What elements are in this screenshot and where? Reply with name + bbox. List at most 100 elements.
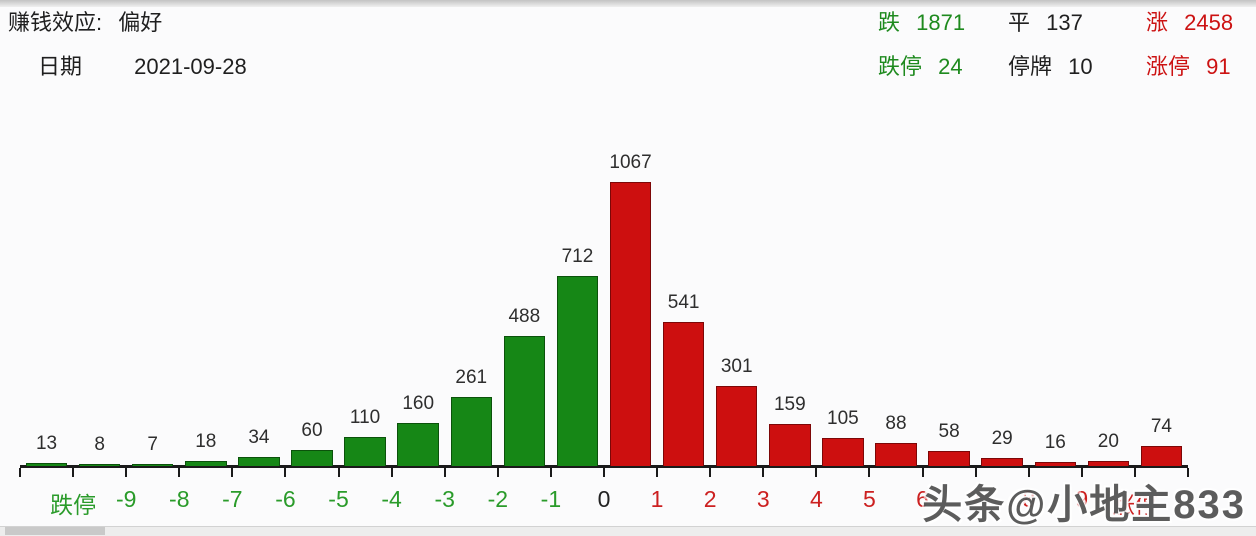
bar-value-label: 7	[147, 434, 158, 455]
axis-tick	[921, 468, 924, 477]
window-top-edge	[0, 0, 1256, 7]
x-axis-label: 5	[863, 486, 876, 512]
effect-value: 偏好	[118, 10, 163, 35]
stat-flat-label: 平	[1008, 10, 1031, 35]
x-axis-label: 6	[916, 486, 929, 512]
x-axis-ticks	[19, 468, 1189, 478]
date-label: 日期	[38, 54, 83, 79]
stat-down: 跌 1871	[878, 10, 965, 36]
stat-suspended-label: 停牌	[1008, 54, 1053, 79]
x-axis-label: -6	[275, 486, 296, 512]
stat-down-value: 1871	[916, 10, 966, 35]
stat-limit-down-value: 24	[938, 54, 963, 79]
axis-tick	[974, 468, 977, 477]
x-axis-label: -8	[169, 486, 190, 512]
bar	[928, 451, 970, 466]
x-axis-label: 4	[809, 486, 823, 512]
bar-value-label: 160	[402, 393, 435, 414]
bar-value-label: 8	[94, 434, 105, 455]
x-axis-label: 9	[1075, 486, 1089, 512]
bar	[291, 450, 333, 466]
axis-tick	[603, 468, 605, 477]
axis-tick	[125, 468, 128, 477]
axis-tick	[178, 468, 181, 477]
bar-value-label: 261	[455, 367, 488, 388]
x-axis-label: 3	[756, 486, 770, 512]
axis-tick	[1080, 468, 1083, 477]
x-axis-label: 0	[597, 486, 611, 512]
bar	[769, 424, 811, 466]
bar	[822, 438, 864, 466]
x-axis-label: -9	[115, 486, 137, 512]
stat-limit-up-label: 涨停	[1146, 54, 1191, 79]
axis-tick	[390, 468, 393, 477]
stat-limit-up-value: 91	[1206, 54, 1231, 79]
x-axis-label: 8	[1022, 486, 1036, 512]
axis-tick	[709, 468, 712, 477]
bar-value-label: 20	[1097, 431, 1119, 452]
stat-limit-down-label: 跌停	[878, 54, 923, 79]
bar	[662, 322, 705, 466]
axis-tick	[1187, 468, 1189, 477]
x-axis-label: -4	[381, 486, 402, 512]
axis-tick	[72, 468, 75, 477]
axis-tick	[19, 468, 21, 477]
stat-suspended: 停牌 10	[1008, 54, 1093, 80]
axis-tick	[656, 468, 659, 477]
stat-flat: 平 137	[1008, 10, 1083, 36]
bar	[1140, 446, 1183, 466]
stat-up-value: 2458	[1184, 10, 1234, 35]
axis-tick	[762, 468, 765, 477]
bar-value-label: 74	[1150, 416, 1172, 437]
bar-value-label: 88	[885, 413, 907, 434]
bar	[556, 276, 599, 466]
bar	[716, 386, 758, 466]
stat-suspended-value: 10	[1068, 54, 1093, 79]
stat-limit-down: 跌停 24	[878, 54, 963, 80]
x-axis-label: 跌停	[50, 492, 97, 518]
stat-up: 涨 2458	[1146, 10, 1233, 36]
bar-value-label: 13	[35, 433, 58, 454]
x-axis-label: 1	[650, 486, 664, 512]
x-axis-line	[20, 465, 1188, 468]
effect-label: 赚钱效应:	[8, 10, 103, 35]
date-line: 日期 2021-09-28	[38, 54, 247, 80]
bar-value-label: 110	[349, 407, 381, 428]
horizontal-scrollbar-thumb[interactable]	[5, 527, 105, 535]
bar	[503, 336, 546, 466]
bar	[25, 463, 68, 466]
x-axis-label: 涨停	[1111, 492, 1158, 518]
axis-tick	[337, 468, 340, 477]
bar-value-label: 58	[938, 421, 960, 442]
bar-value-label: 16	[1044, 432, 1066, 453]
stat-limit-up: 涨停 91	[1146, 54, 1231, 80]
axis-tick	[496, 468, 499, 477]
bar	[981, 458, 1023, 466]
bar-value-label: 29	[991, 428, 1013, 449]
bar	[609, 182, 652, 466]
bar-value-label: 34	[248, 427, 270, 448]
axis-tick	[549, 468, 552, 477]
bar	[78, 464, 121, 466]
bar-value-label: 105	[827, 408, 859, 429]
bar-value-label: 159	[773, 394, 806, 415]
bar-value-label: 541	[667, 292, 700, 313]
bar	[450, 397, 492, 466]
bar	[397, 423, 439, 466]
horizontal-scrollbar-track[interactable]	[0, 526, 1256, 536]
effect-line: 赚钱效应: 偏好	[8, 10, 162, 36]
x-axis-label: -2	[487, 486, 509, 512]
axis-tick	[443, 468, 446, 477]
stat-up-label: 涨	[1146, 10, 1169, 35]
bar	[344, 437, 386, 466]
bar	[875, 443, 917, 466]
x-axis-label: -7	[222, 486, 243, 512]
stat-down-label: 跌	[878, 10, 901, 35]
date-value: 2021-09-28	[134, 54, 247, 79]
axis-tick	[1133, 468, 1136, 477]
axis-tick	[231, 468, 234, 477]
x-axis-labels: 跌停 -9 -8 -7 -6 -5 -4 -3 -2 -1 0 1 2 3 4 5 6 7 8 9 涨停	[20, 486, 1188, 518]
x-axis-label: 7	[969, 486, 983, 512]
stat-flat-value: 137	[1046, 10, 1083, 35]
